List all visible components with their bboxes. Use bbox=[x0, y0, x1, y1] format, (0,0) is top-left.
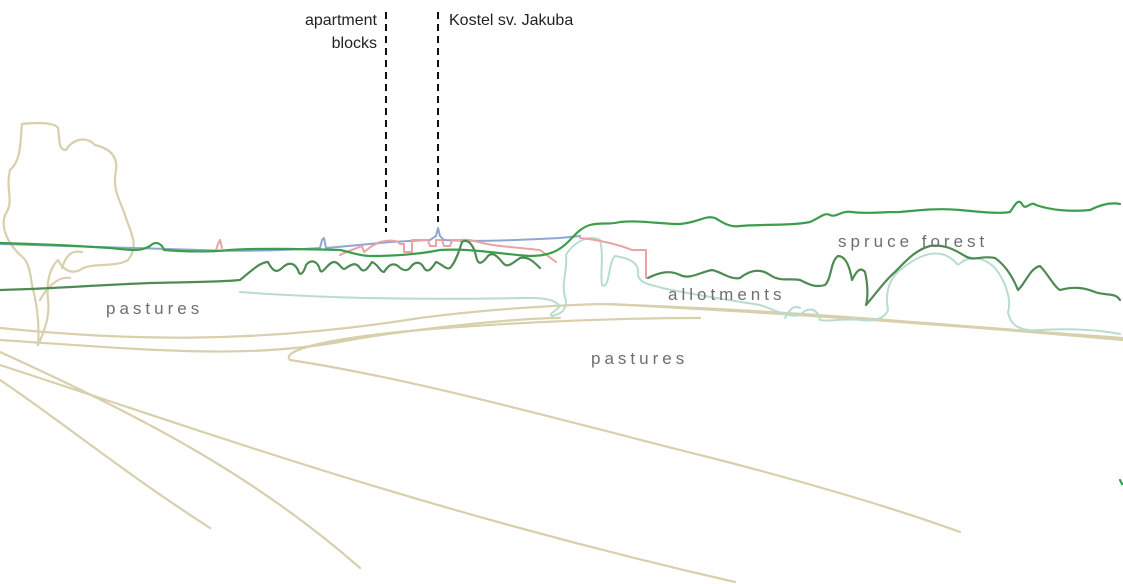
forest-dark bbox=[0, 239, 1122, 307]
church-label: Kostel sv. Jakuba bbox=[449, 12, 573, 29]
spruce-forest-label: spruce forest bbox=[838, 232, 988, 251]
apartment-blocks-label-line2: blocks bbox=[332, 35, 377, 52]
forest-bright bbox=[0, 200, 1123, 486]
meadow-outlines bbox=[239, 237, 1121, 335]
apartment-blocks-label-line1: apartment bbox=[305, 12, 378, 29]
pastures-center-label: pastures bbox=[591, 349, 688, 368]
field-furrows bbox=[0, 302, 1123, 584]
town-roofs bbox=[215, 237, 647, 279]
pastures-left-label: pastures bbox=[106, 299, 203, 318]
allotments-label: allotments bbox=[668, 285, 785, 304]
